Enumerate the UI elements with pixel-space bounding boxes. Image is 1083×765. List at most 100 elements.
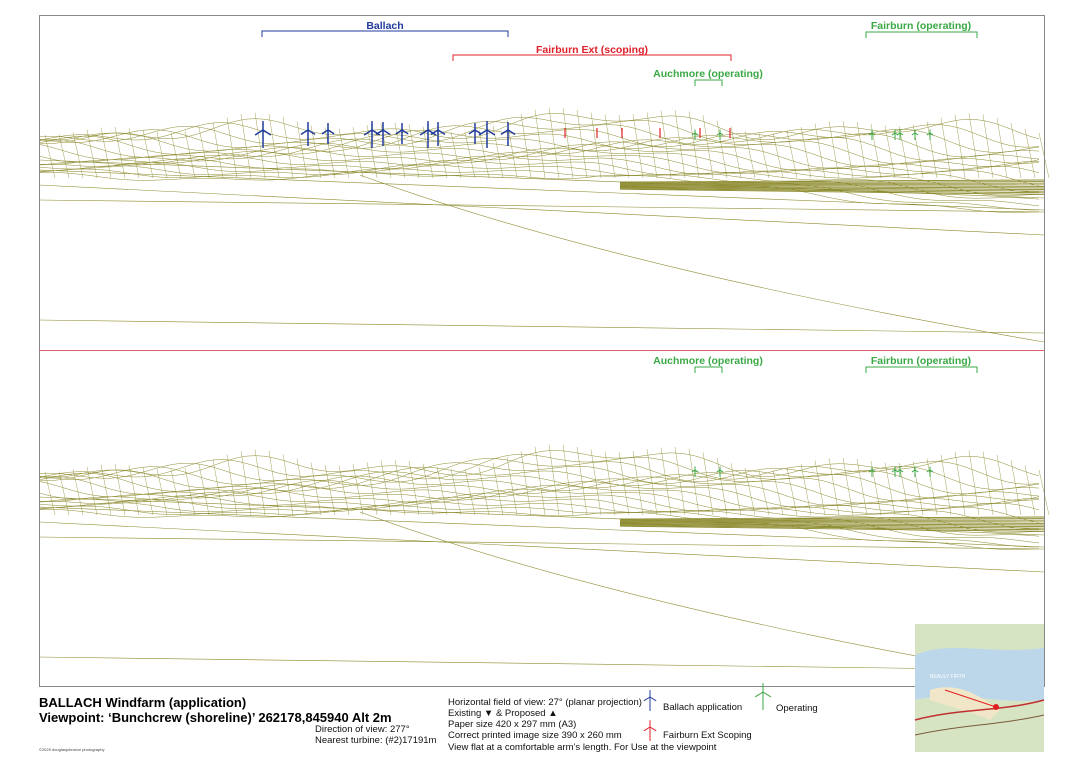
mesh-line [674, 446, 686, 516]
map-label: BEAULY FIRTH [930, 674, 966, 680]
dense-line [619, 522, 1045, 526]
mesh-line [1024, 128, 1036, 179]
blade [478, 129, 488, 136]
blade [926, 469, 931, 473]
mesh-line [828, 121, 840, 179]
mesh-line [184, 131, 196, 179]
turbine [926, 129, 934, 140]
mesh-line [296, 121, 308, 179]
blade [468, 129, 476, 135]
mesh-line [884, 125, 896, 179]
turbine [643, 720, 657, 741]
ground-line [38, 199, 1045, 213]
blade [427, 129, 437, 136]
mesh-line [982, 451, 994, 516]
mesh-line [996, 455, 1008, 516]
blade [375, 129, 384, 136]
mesh-line [338, 465, 350, 516]
ground-line [38, 184, 1045, 236]
mesh-line [212, 459, 224, 516]
mesh-line [72, 132, 84, 179]
mesh-line [240, 113, 252, 179]
terrain-line [38, 151, 1039, 193]
blade [649, 726, 657, 732]
mesh-line [170, 132, 182, 179]
mesh-line [590, 449, 602, 516]
label: Auchmore (operating) [653, 355, 763, 367]
legend-label: Ballach application [663, 702, 742, 713]
mesh-line [450, 132, 462, 179]
blade [691, 469, 696, 473]
info-line: Horizontal field of view: 27° (planar pr… [448, 697, 642, 708]
ground-line [38, 496, 1045, 536]
turbine [643, 690, 657, 711]
mesh-line [422, 463, 434, 516]
mesh-line [814, 123, 826, 179]
terrain-line [38, 141, 1040, 170]
mesh-line [730, 463, 742, 516]
blade [716, 469, 721, 473]
mesh-line [282, 454, 294, 516]
dense-line [619, 525, 1045, 532]
blade [899, 132, 904, 136]
mesh-line [674, 109, 686, 179]
mesh-line [506, 456, 518, 516]
blade [321, 129, 329, 135]
blade [474, 129, 482, 135]
mesh-line [464, 132, 476, 179]
mesh-line [898, 463, 910, 516]
blade [395, 129, 403, 135]
blade [694, 132, 699, 136]
mesh-line [212, 122, 224, 179]
blade [868, 469, 873, 473]
turbine [321, 123, 335, 144]
mesh-line [688, 111, 700, 179]
bracket [694, 366, 723, 373]
mesh-line [702, 115, 714, 179]
blade [419, 129, 429, 136]
mesh-line [632, 451, 644, 516]
mesh-line [142, 130, 154, 179]
blade [896, 132, 901, 136]
mesh-line [940, 117, 952, 179]
mesh-line [548, 444, 560, 516]
mesh-line [842, 120, 854, 179]
terrain-line [38, 147, 1040, 186]
turbine [430, 122, 446, 146]
mesh-line [562, 107, 574, 179]
mesh-line [758, 470, 770, 516]
blade [914, 132, 919, 136]
mesh-line [618, 115, 630, 179]
mesh-line [380, 460, 392, 516]
dense-line [619, 518, 1045, 521]
bracket [452, 54, 732, 61]
mesh-line [1010, 460, 1022, 516]
mesh-line [156, 131, 168, 179]
mesh-line [1024, 465, 1036, 516]
blade [307, 129, 316, 136]
turbine [716, 466, 724, 477]
dense-line [619, 516, 1045, 520]
mesh-line [702, 452, 714, 516]
blade [899, 469, 904, 473]
turbine [926, 466, 934, 477]
mesh-line [520, 451, 532, 516]
mesh-line [814, 460, 826, 516]
mesh-line [548, 107, 560, 179]
mesh-line [688, 448, 700, 516]
blade [896, 469, 901, 473]
mesh-line [744, 130, 756, 179]
blade [643, 726, 651, 732]
map-sand [930, 687, 1000, 720]
mesh-line [86, 466, 98, 516]
blade [926, 132, 931, 136]
turbine [254, 121, 272, 148]
terrain-line [38, 484, 1040, 523]
mesh-line [898, 126, 910, 179]
turbine [891, 129, 899, 140]
mesh-line [394, 459, 406, 516]
mesh-line [240, 450, 252, 516]
mesh-line [982, 114, 994, 179]
terrain-line [38, 488, 1039, 530]
